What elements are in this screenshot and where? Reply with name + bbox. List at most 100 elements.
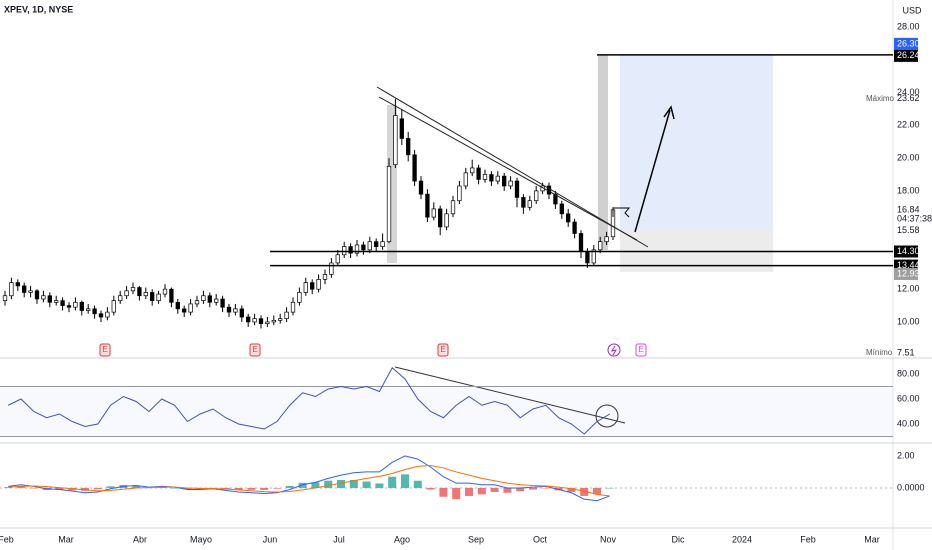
histogram-bar: [413, 480, 422, 488]
candle-body: [578, 233, 584, 252]
x-tick-label: Oct: [533, 534, 548, 544]
candle-body: [463, 172, 468, 187]
y-tick-label: 0.0000: [897, 482, 925, 492]
candle-body: [310, 282, 315, 290]
histogram-bar: [477, 487, 486, 495]
histogram-bar: [426, 487, 435, 490]
price-label: 16.84: [897, 204, 920, 214]
histogram-bar: [106, 486, 115, 488]
candle-body: [207, 295, 212, 303]
candle-body: [335, 254, 340, 264]
candle-body: [303, 282, 308, 293]
candle-body: [105, 311, 110, 318]
candle-body: [572, 221, 577, 234]
histogram-bar: [311, 482, 320, 488]
y-tick-label: 2.00: [897, 450, 915, 460]
histogram-bar: [439, 487, 448, 497]
annotation-value: 23.62: [897, 93, 920, 103]
candle-body: [124, 290, 129, 297]
candle-body: [54, 300, 59, 303]
macd-line: [8, 455, 610, 502]
range-shade: [387, 105, 397, 263]
y-tick-label: 18.00: [897, 185, 920, 195]
x-tick-label: Mar: [58, 534, 74, 544]
x-tick-label: Dic: [672, 534, 685, 544]
candle-body: [386, 165, 392, 243]
price-label-bg: [894, 245, 918, 258]
x-tick-label: Abr: [133, 534, 147, 544]
dividend-icon: [610, 345, 618, 356]
price-label: 13.44: [897, 260, 920, 270]
candle-body: [143, 292, 148, 297]
candle-body: [188, 303, 193, 313]
candle-body: [258, 318, 264, 324]
candle-body: [201, 295, 206, 302]
histogram-bar: [285, 486, 294, 488]
candle-body: [169, 288, 174, 303]
histogram-bar: [298, 482, 307, 488]
range-shade: [598, 55, 608, 250]
histogram-bar: [503, 487, 512, 493]
event-marker: [249, 343, 261, 357]
rsi-trend-line: [394, 366, 626, 424]
histogram-bar: [324, 480, 333, 488]
histogram-bar: [337, 479, 345, 488]
histogram-bar: [17, 486, 25, 488]
candle-body: [482, 174, 488, 180]
candle-body: [162, 288, 168, 295]
candle-body: [431, 208, 436, 218]
candle-body: [322, 274, 328, 280]
candle-body: [425, 193, 430, 218]
candle-body: [342, 246, 347, 256]
candle-body: [361, 244, 366, 251]
target-zone: [620, 55, 773, 230]
candles: [2, 98, 616, 329]
histogram-bar: [4, 487, 13, 488]
candle-body: [585, 251, 590, 264]
arrow-head: [663, 105, 675, 120]
histogram-bar: [593, 487, 601, 495]
histogram-bar: [273, 487, 281, 489]
rsi-band: [0, 386, 893, 437]
histogram-bar: [55, 487, 64, 490]
candle-body: [28, 290, 33, 293]
candle-body: [246, 316, 251, 323]
candle-body: [111, 300, 116, 313]
event-marker: [635, 343, 647, 357]
candle-body: [457, 185, 462, 202]
candle-body: [226, 306, 232, 313]
event-marker: [99, 343, 111, 357]
candle-body: [284, 311, 289, 320]
candle-body: [214, 298, 219, 303]
histogram-bar: [349, 479, 358, 488]
y-tick-label: 80.00: [897, 368, 920, 378]
x-tick-label: Mayo: [190, 534, 212, 544]
x-tick-label: 2024: [732, 534, 752, 544]
annotation-value: 7.51: [897, 347, 915, 357]
candle-body: [175, 301, 180, 310]
histogram-bar: [490, 487, 499, 492]
candle-body: [79, 301, 84, 311]
candle-body: [534, 190, 539, 202]
histogram-bar: [605, 487, 614, 489]
candle-body: [374, 241, 379, 247]
candle-body: [239, 308, 244, 318]
histogram-bar: [93, 487, 102, 490]
price-label-bg: [894, 37, 918, 50]
y-tick-label: 12.00: [897, 284, 920, 294]
candle-body: [92, 308, 97, 315]
candle-body: [559, 203, 564, 215]
candle-body: [118, 295, 123, 302]
candle-body: [130, 287, 136, 292]
event-marker: [437, 343, 449, 357]
flag: [612, 207, 631, 218]
histogram-bar: [234, 487, 243, 491]
annotation-label: Máximo: [866, 94, 895, 103]
candle-body: [418, 180, 424, 195]
candle-body: [354, 244, 360, 254]
x-tick-label: Jun: [263, 534, 278, 544]
candle-body: [348, 246, 353, 254]
countdown: 04:37:38: [897, 213, 932, 223]
histogram-bar: [452, 487, 461, 500]
price-label-bg: [894, 49, 918, 62]
